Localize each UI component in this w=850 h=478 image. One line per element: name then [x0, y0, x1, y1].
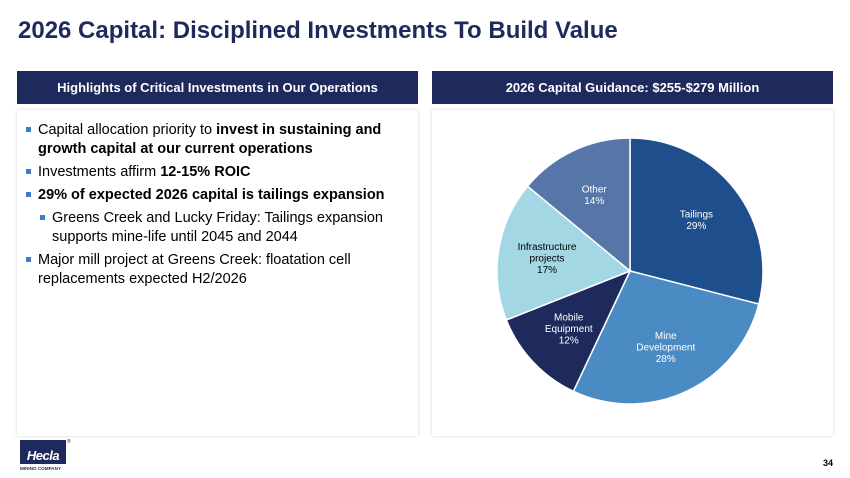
pie-slice-label: Tailings 29% [680, 209, 713, 232]
bullet-square-icon [26, 257, 31, 262]
capital-guidance-pie-chart: Tailings 29% Mine Development 28% Mobile Equip… [496, 137, 764, 405]
bullet-square-icon [26, 192, 31, 197]
logo-subtitle: MINING COMPANY [20, 466, 62, 471]
bullet-square-icon [26, 169, 31, 174]
bullet-text: Greens Creek and Lucky Friday: Tailings … [52, 210, 383, 245]
pie-slice-name: projects [530, 253, 565, 264]
pie-slice-value: 29% [686, 221, 706, 232]
pie-slice-name: Mobile [554, 313, 584, 324]
logo-wordmark: Hecla [20, 440, 66, 464]
pie-slice-value: 12% [559, 336, 579, 347]
bullet-text: Major mill project at Greens Creek: floa… [38, 252, 351, 287]
pie-slice-mobile-equipment [505, 269, 632, 393]
hecla-logo: Hecla ® MINING COMPANY [20, 439, 71, 474]
pie-slice-name: Infrastructure [518, 242, 577, 253]
pie-slice-name: Other [582, 185, 608, 196]
bullet-text: Capital allocation priority to [38, 122, 217, 138]
pie-slice-mine-development [572, 270, 760, 405]
pie-slice-tailings [629, 137, 764, 305]
slide-title: 2026 Capital: Disciplined Investments To… [18, 17, 618, 44]
bullet-bold-text: invest in sustaining and growth capital … [38, 122, 382, 157]
bullet-roic: Investments affirm 12-15% ROIC [26, 163, 411, 182]
highlights-panel-header: Highlights of Critical Investments in Ou… [17, 71, 418, 104]
highlights-bullet-list: Capital allocation priority to invest in… [26, 121, 411, 293]
pie-slice-label: Mobile Equipment 12% [545, 313, 593, 347]
pie-slice-name: Tailings [680, 209, 713, 220]
pie-slice-other [526, 137, 631, 273]
pie-slice-label: Other 14% [582, 185, 608, 208]
logo-registered-mark: ® [67, 439, 71, 445]
pie-slice-name: Mine [655, 331, 677, 342]
highlights-panel [17, 110, 418, 436]
bullet-square-icon [40, 215, 45, 220]
bullet-capital-allocation: Capital allocation priority to invest in… [26, 121, 411, 159]
pie-slice-name: Equipment [545, 324, 593, 335]
sub-bullet-mine-life: Greens Creek and Lucky Friday: Tailings … [40, 209, 411, 247]
bullet-tailings-expansion: 29% of expected 2026 capital is tailings… [26, 186, 411, 205]
pie-slice-value: 14% [584, 196, 604, 207]
pie-slice-name: Development [636, 343, 695, 354]
pie-slice-value: 28% [656, 354, 676, 365]
bullet-bold-text: 12-15% ROIC [160, 164, 251, 180]
bullet-mill-project: Major mill project at Greens Creek: floa… [26, 251, 411, 289]
bullet-square-icon [26, 127, 31, 132]
page-number: 34 [822, 458, 833, 468]
bullet-text: Investments affirm [38, 164, 161, 180]
bullet-bold-text: 29% of expected 2026 capital is tailings… [38, 187, 385, 203]
pie-slice-label: Mine Development 28% [636, 331, 695, 365]
pie-slice-value: 17% [537, 265, 557, 276]
pie-slice-label: Infrastructure projects 17% [518, 242, 577, 276]
pie-slice-infrastructure-projects [496, 185, 632, 321]
capital-guidance-panel-header: 2026 Capital Guidance: $255-$279 Million [432, 71, 833, 104]
